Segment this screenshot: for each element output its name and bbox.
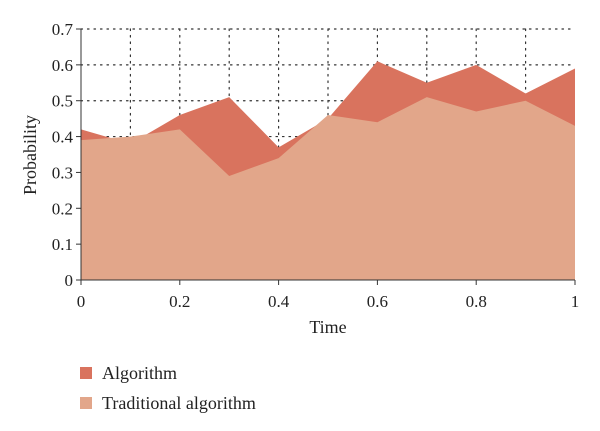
legend-item-traditional-algorithm: Traditional algorithm — [80, 388, 256, 418]
y-tick-label: 0.3 — [52, 163, 73, 182]
y-tick-label: 0 — [65, 271, 74, 290]
legend-item-algorithm: Algorithm — [80, 358, 256, 388]
y-tick-label: 0.2 — [52, 199, 73, 218]
area-traditional-algorithm — [81, 97, 575, 280]
legend-label-algorithm: Algorithm — [102, 362, 177, 383]
y-tick-label: 0.5 — [52, 92, 73, 111]
x-tick-label: 0.2 — [169, 292, 190, 311]
legend-label-traditional-algorithm: Traditional algorithm — [102, 392, 256, 413]
x-axis-title: Time — [309, 317, 346, 337]
chart: 0 0.1 0.2 0.3 0.4 0.5 0.6 0.7 0 0.2 0.4 0.6 0.8 1 Tim… — [20, 20, 580, 337]
legend-swatch-algorithm — [80, 367, 92, 379]
legend: Algorithm Traditional algorithm — [80, 358, 256, 418]
x-tick-label: 0.4 — [268, 292, 290, 311]
y-axis-title: Probability — [20, 115, 40, 195]
y-tick-label: 0.7 — [52, 20, 74, 39]
y-tick-label: 0.6 — [52, 56, 73, 75]
area-layer — [81, 61, 575, 281]
axes: 0 0.1 0.2 0.3 0.4 0.5 0.6 0.7 0 0.2 0.4 0.6 0.8 1 — [52, 20, 580, 311]
x-tick-label: 1 — [571, 292, 580, 311]
y-tick-label: 0.4 — [52, 128, 74, 147]
x-tick-label: 0 — [77, 292, 86, 311]
legend-swatch-traditional-algorithm — [80, 397, 92, 409]
y-tick-label: 0.1 — [52, 235, 73, 254]
x-tick-label: 0.6 — [367, 292, 388, 311]
x-tick-label: 0.8 — [466, 292, 487, 311]
